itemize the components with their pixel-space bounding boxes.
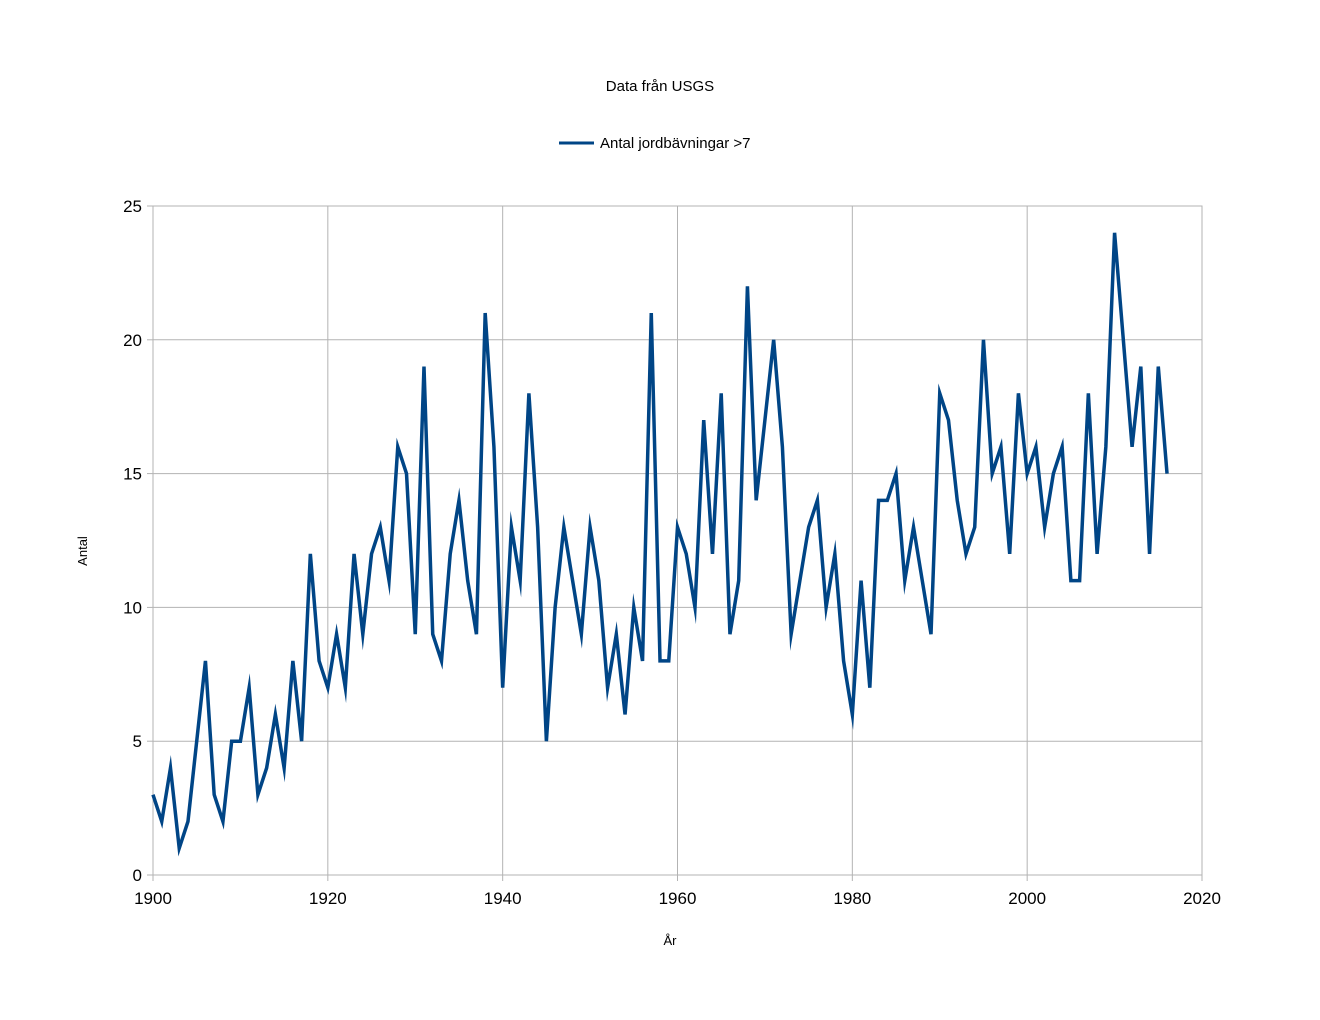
x-tick-label: 2020: [1183, 889, 1221, 908]
axis-ticks: 0 5 10 15 20 25 1900 1920 1940 1960 1980 2000 2020: [123, 197, 1221, 908]
y-tick-label: 25: [123, 197, 142, 216]
series-line: [151, 232, 1169, 857]
y-axis-label: Antal: [75, 536, 90, 566]
y-tick-label: 10: [123, 598, 142, 617]
x-tick-label: 1900: [134, 889, 172, 908]
x-tick-label: 1920: [309, 889, 347, 908]
x-tick-label: 1940: [484, 889, 522, 908]
series-layer: [151, 232, 1169, 857]
y-tick-label: 20: [123, 331, 142, 350]
y-tick-label: 15: [123, 465, 142, 484]
x-tick-label: 1960: [659, 889, 697, 908]
x-tick-label: 1980: [833, 889, 871, 908]
x-tick-label: 2000: [1008, 889, 1046, 908]
legend: Antal jordbävningar >7: [559, 135, 751, 152]
x-axis-label: År: [664, 933, 678, 948]
legend-label: Antal jordbävningar >7: [600, 135, 751, 152]
chart-title: Data från USGS: [606, 78, 714, 95]
y-tick-label: 5: [133, 732, 142, 751]
y-tick-label: 0: [133, 866, 142, 885]
